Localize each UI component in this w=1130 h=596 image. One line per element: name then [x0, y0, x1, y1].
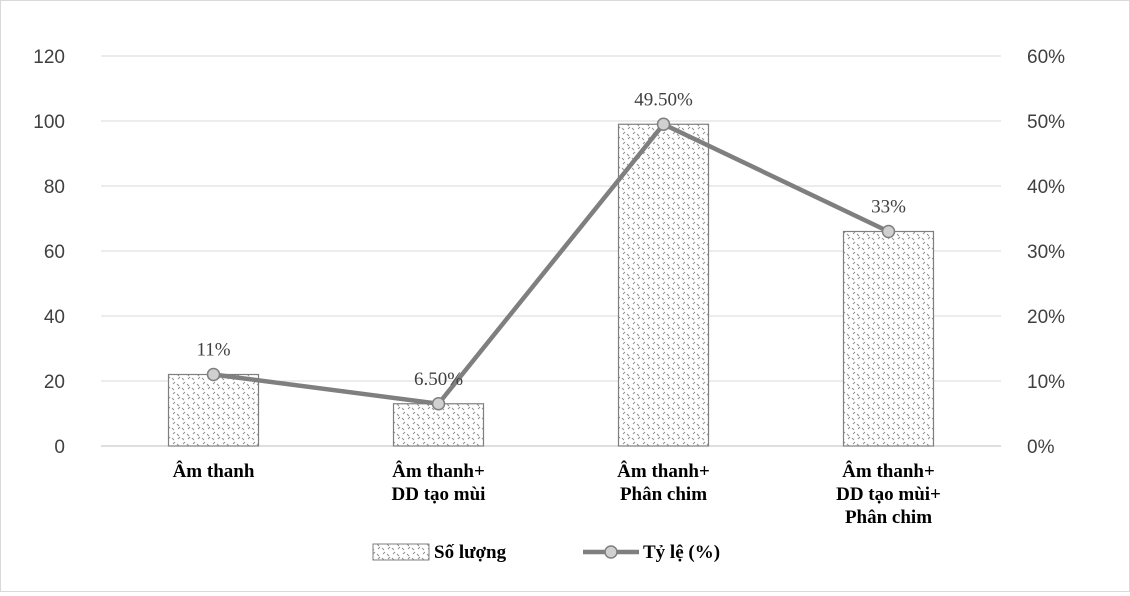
- legend-swatch-bar: [372, 543, 430, 561]
- legend-label: Tỷ lệ (%): [643, 542, 720, 563]
- right-tick-label: 40%: [1027, 177, 1065, 198]
- left-tick-label: 40: [44, 307, 65, 328]
- data-label: 6.50%: [414, 369, 463, 390]
- right-tick-label: 0%: [1027, 437, 1055, 458]
- bar: [842, 230, 935, 447]
- right-tick-label: 50%: [1027, 112, 1065, 133]
- right-tick-label: 30%: [1027, 242, 1065, 263]
- category-label: DD tạo mùi: [392, 484, 486, 505]
- line-path: [213, 122, 890, 406]
- category-label: Âm thanh+: [392, 460, 485, 482]
- bar: [392, 403, 485, 447]
- right-tick-label: 20%: [1027, 307, 1065, 328]
- line-series: 11% 6.50% 49.50% 33%: [196, 89, 906, 411]
- left-axis-ticks: 0 20 40 60 80 100 120: [33, 47, 65, 458]
- category-label: Phân chim: [620, 484, 707, 505]
- legend-label: Số lượng: [434, 542, 507, 563]
- left-tick-label: 0: [54, 437, 65, 458]
- left-tick-label: 80: [44, 177, 65, 198]
- line-marker: [206, 367, 221, 382]
- right-tick-label: 10%: [1027, 372, 1065, 393]
- line-marker: [656, 117, 671, 131]
- left-tick-label: 20: [44, 372, 65, 393]
- category-label: Âm thanh+: [617, 460, 710, 482]
- legend: Số lượng Tỷ lệ (%): [372, 542, 720, 563]
- legend-swatch-marker: [604, 545, 618, 559]
- bar-series: [167, 123, 935, 447]
- category-label: Âm thanh: [173, 460, 255, 482]
- left-tick-label: 120: [33, 47, 65, 68]
- category-label: Âm thanh+: [842, 460, 935, 482]
- bar: [167, 373, 260, 447]
- right-axis-ticks: 0% 10% 20% 30% 40% 50% 60%: [1027, 47, 1065, 458]
- line-marker: [881, 224, 896, 239]
- data-label: 11%: [196, 340, 230, 361]
- bar: [617, 123, 710, 447]
- line-marker: [431, 397, 446, 411]
- left-tick-label: 100: [33, 112, 65, 133]
- left-tick-label: 60: [44, 242, 65, 263]
- right-tick-label: 60%: [1027, 47, 1065, 68]
- category-label: DD tạo mùi+: [836, 484, 941, 505]
- category-label: Phân chim: [845, 507, 932, 528]
- data-label: 33%: [871, 197, 906, 218]
- data-label: 49.50%: [634, 89, 693, 110]
